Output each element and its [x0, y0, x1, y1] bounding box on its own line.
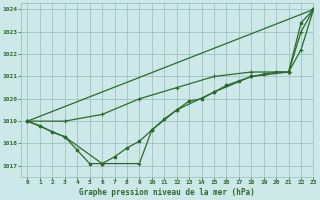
X-axis label: Graphe pression niveau de la mer (hPa): Graphe pression niveau de la mer (hPa)	[79, 188, 255, 197]
